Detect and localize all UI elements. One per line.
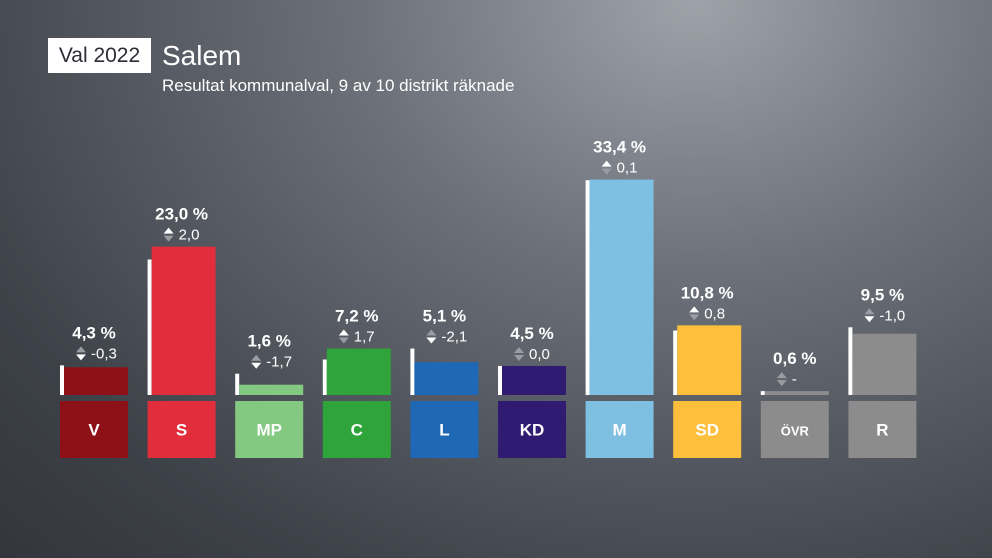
bar-l bbox=[414, 362, 479, 395]
change-label: -1,7 bbox=[266, 354, 292, 371]
bar-sd bbox=[677, 325, 742, 395]
party-label: M bbox=[613, 421, 627, 440]
change-down-arrow-icon bbox=[251, 362, 262, 369]
value-label: 9,5 % bbox=[861, 285, 904, 304]
party-tile-mp bbox=[235, 401, 304, 458]
value-label: 33,4 % bbox=[593, 138, 646, 157]
value-label: 4,3 % bbox=[72, 323, 115, 342]
value-label: 5,1 % bbox=[423, 307, 466, 326]
party-tile-kd bbox=[498, 401, 566, 458]
chart-subtitle: Resultat kommunalval, 9 av 10 distrikt r… bbox=[162, 76, 515, 95]
change-up-arrow-icon bbox=[163, 227, 174, 234]
party-label: L bbox=[439, 421, 449, 440]
bar-c bbox=[326, 348, 391, 395]
change-up-arrow-icon bbox=[76, 346, 86, 353]
previous-value-marker bbox=[410, 348, 415, 395]
change-down-arrow-icon bbox=[338, 337, 349, 344]
change-label: -2,1 bbox=[441, 329, 467, 346]
party-label: MP bbox=[256, 421, 282, 440]
value-label: 0,6 % bbox=[773, 349, 816, 368]
change-up-arrow-icon bbox=[338, 329, 349, 336]
change-up-arrow-icon bbox=[601, 160, 612, 167]
change-down-arrow-icon bbox=[76, 354, 86, 361]
chart-title: Salem bbox=[162, 40, 242, 71]
party-tile-v bbox=[60, 401, 128, 458]
change-down-arrow-icon bbox=[689, 314, 700, 321]
bar-s bbox=[151, 246, 216, 395]
value-label: 23,0 % bbox=[155, 205, 208, 224]
bar-mp bbox=[239, 384, 304, 395]
change-up-arrow-icon bbox=[426, 329, 437, 336]
previous-value-marker bbox=[322, 359, 327, 395]
value-label: 4,5 % bbox=[510, 324, 553, 343]
change-label: 0,1 bbox=[617, 160, 638, 177]
change-up-arrow-icon bbox=[514, 346, 524, 353]
change-label: -0,3 bbox=[91, 345, 117, 362]
change-down-arrow-icon bbox=[514, 354, 524, 361]
change-label: 0,0 bbox=[529, 346, 550, 363]
previous-value-marker bbox=[498, 365, 502, 395]
value-label: 10,8 % bbox=[681, 283, 734, 302]
party-label: KD bbox=[520, 421, 545, 440]
party-tile-s bbox=[147, 401, 216, 458]
party-label: C bbox=[351, 421, 363, 440]
party-label: S bbox=[176, 421, 187, 440]
change-down-arrow-icon bbox=[163, 235, 174, 242]
party-tile-m bbox=[585, 401, 654, 458]
previous-value-marker bbox=[848, 327, 853, 395]
bar-v bbox=[64, 367, 128, 395]
bar-övr bbox=[764, 391, 829, 395]
previous-value-marker bbox=[235, 373, 240, 395]
previous-value-marker bbox=[585, 180, 590, 395]
change-up-arrow-icon bbox=[776, 372, 787, 379]
change-label: 0,8 bbox=[704, 305, 725, 322]
previous-value-marker bbox=[60, 365, 64, 395]
change-down-arrow-icon bbox=[864, 316, 875, 323]
party-tile-sd bbox=[673, 401, 742, 458]
party-tile-r bbox=[848, 401, 917, 458]
previous-value-marker bbox=[760, 391, 765, 395]
value-label: 7,2 % bbox=[335, 307, 378, 326]
change-down-arrow-icon bbox=[601, 168, 612, 175]
previous-value-marker bbox=[673, 330, 678, 395]
bar-r bbox=[852, 333, 917, 395]
change-label: - bbox=[792, 371, 797, 388]
party-tile-övr bbox=[760, 401, 829, 458]
previous-value-marker bbox=[147, 259, 152, 395]
party-label: V bbox=[88, 421, 100, 440]
change-up-arrow-icon bbox=[689, 306, 700, 313]
bar-kd bbox=[502, 365, 566, 395]
value-label: 1,6 % bbox=[247, 332, 290, 351]
change-label: -1,0 bbox=[879, 307, 905, 324]
party-label: ÖVR bbox=[781, 424, 810, 439]
election-year-tag: Val 2022 bbox=[48, 38, 151, 73]
change-down-arrow-icon bbox=[776, 380, 787, 387]
change-up-arrow-icon bbox=[864, 308, 875, 315]
change-up-arrow-icon bbox=[251, 354, 262, 361]
bar-m bbox=[589, 179, 654, 395]
change-down-arrow-icon bbox=[426, 337, 437, 344]
party-label: R bbox=[876, 421, 888, 440]
party-tile-c bbox=[322, 401, 391, 458]
change-label: 2,0 bbox=[179, 227, 200, 244]
party-label: SD bbox=[695, 421, 719, 440]
party-tile-l bbox=[410, 401, 479, 458]
change-label: 1,7 bbox=[354, 329, 375, 346]
